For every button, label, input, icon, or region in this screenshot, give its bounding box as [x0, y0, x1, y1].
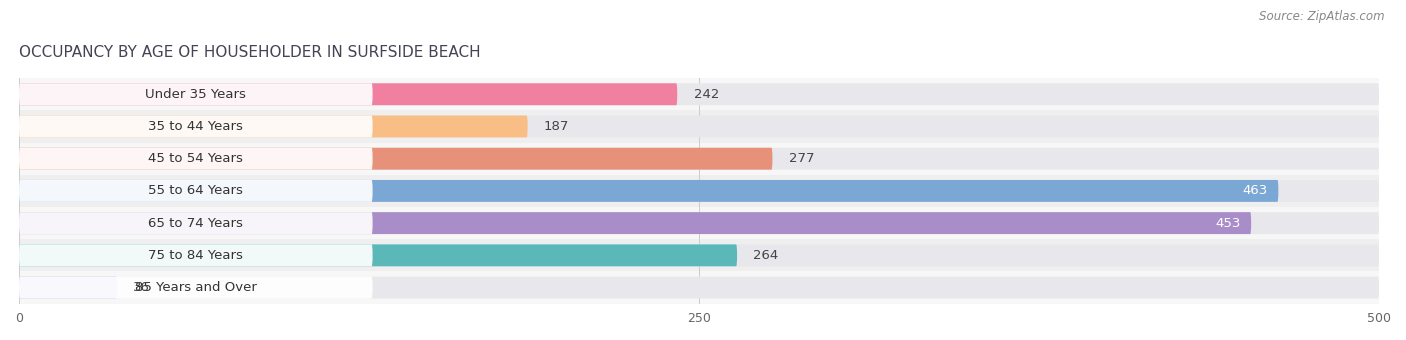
Text: 65 to 74 Years: 65 to 74 Years	[149, 217, 243, 230]
FancyBboxPatch shape	[20, 212, 1379, 234]
FancyBboxPatch shape	[20, 180, 1379, 202]
FancyBboxPatch shape	[20, 83, 373, 105]
FancyBboxPatch shape	[20, 212, 1251, 234]
FancyBboxPatch shape	[20, 212, 373, 234]
Text: 35 to 44 Years: 35 to 44 Years	[149, 120, 243, 133]
FancyBboxPatch shape	[20, 180, 1278, 202]
FancyBboxPatch shape	[20, 244, 737, 266]
Bar	[20, 271, 1379, 304]
FancyBboxPatch shape	[20, 116, 373, 137]
FancyBboxPatch shape	[20, 180, 373, 202]
Text: 264: 264	[754, 249, 779, 262]
Text: 75 to 84 Years: 75 to 84 Years	[149, 249, 243, 262]
FancyBboxPatch shape	[20, 277, 373, 299]
Text: 463: 463	[1243, 184, 1267, 198]
Text: 277: 277	[789, 152, 814, 165]
Text: 55 to 64 Years: 55 to 64 Years	[149, 184, 243, 198]
Bar	[20, 175, 1379, 207]
Bar	[20, 78, 1379, 110]
Bar	[20, 142, 1379, 175]
Text: 36: 36	[134, 281, 150, 294]
FancyBboxPatch shape	[20, 116, 527, 137]
Text: 242: 242	[693, 88, 718, 101]
FancyBboxPatch shape	[20, 83, 1379, 105]
FancyBboxPatch shape	[20, 244, 1379, 266]
Text: 453: 453	[1215, 217, 1240, 230]
Text: Under 35 Years: Under 35 Years	[145, 88, 246, 101]
Text: Source: ZipAtlas.com: Source: ZipAtlas.com	[1260, 10, 1385, 23]
Text: 85 Years and Over: 85 Years and Over	[135, 281, 257, 294]
Text: 187: 187	[544, 120, 569, 133]
FancyBboxPatch shape	[20, 83, 678, 105]
FancyBboxPatch shape	[20, 244, 373, 266]
FancyBboxPatch shape	[20, 277, 117, 299]
FancyBboxPatch shape	[20, 116, 1379, 137]
FancyBboxPatch shape	[20, 277, 1379, 299]
Bar	[20, 110, 1379, 142]
FancyBboxPatch shape	[20, 148, 772, 170]
FancyBboxPatch shape	[20, 148, 1379, 170]
FancyBboxPatch shape	[20, 148, 373, 170]
Bar	[20, 207, 1379, 239]
Text: 45 to 54 Years: 45 to 54 Years	[149, 152, 243, 165]
Text: OCCUPANCY BY AGE OF HOUSEHOLDER IN SURFSIDE BEACH: OCCUPANCY BY AGE OF HOUSEHOLDER IN SURFS…	[20, 45, 481, 60]
Bar	[20, 239, 1379, 271]
